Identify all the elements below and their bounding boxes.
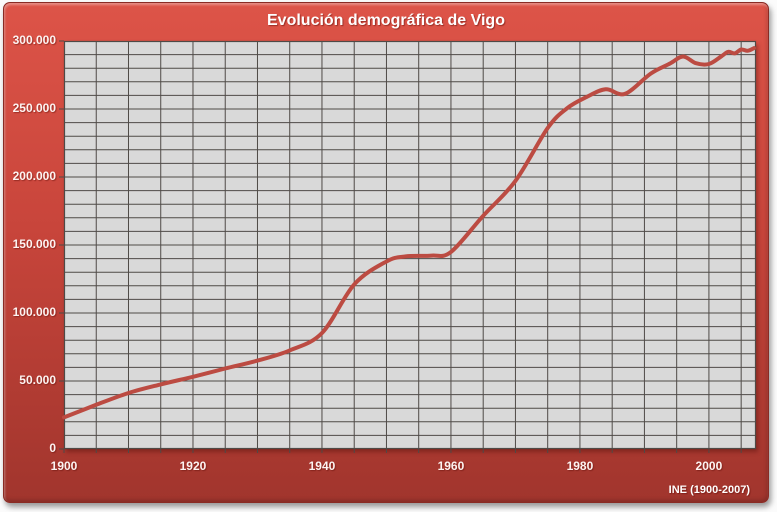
plot-area — [59, 40, 757, 453]
chart-title: Evolución demográfica de Vigo — [267, 12, 505, 29]
x-axis-tick-label: 1920 — [179, 459, 207, 473]
y-axis-tick-label: 300.000 — [12, 33, 56, 47]
population-line-series — [62, 46, 757, 420]
y-axis-tick-label: 150.000 — [12, 237, 56, 251]
y-axis-tick-label: 50.000 — [19, 373, 56, 387]
x-axis-tick-label: 1960 — [437, 459, 465, 473]
plot-border — [63, 40, 757, 450]
x-axis-tick-label: 2000 — [695, 459, 723, 473]
y-axis-tick-label: 100.000 — [12, 305, 56, 319]
chart-panel: Evolución demográfica de Vigo 0 50.000 100… — [3, 2, 769, 503]
x-axis-tick-label: 1940 — [308, 459, 336, 473]
x-axis-tick-label: 1900 — [50, 459, 78, 473]
y-axis-tick-label: 0 — [49, 441, 56, 455]
y-axis-tick-label: 200.000 — [12, 169, 56, 183]
x-axis-tick-label: 1980 — [566, 459, 594, 473]
line-chart-svg — [59, 40, 757, 453]
y-axis-tick-label: 250.000 — [12, 101, 56, 115]
source-note: INE (1900-2007) — [668, 484, 750, 496]
